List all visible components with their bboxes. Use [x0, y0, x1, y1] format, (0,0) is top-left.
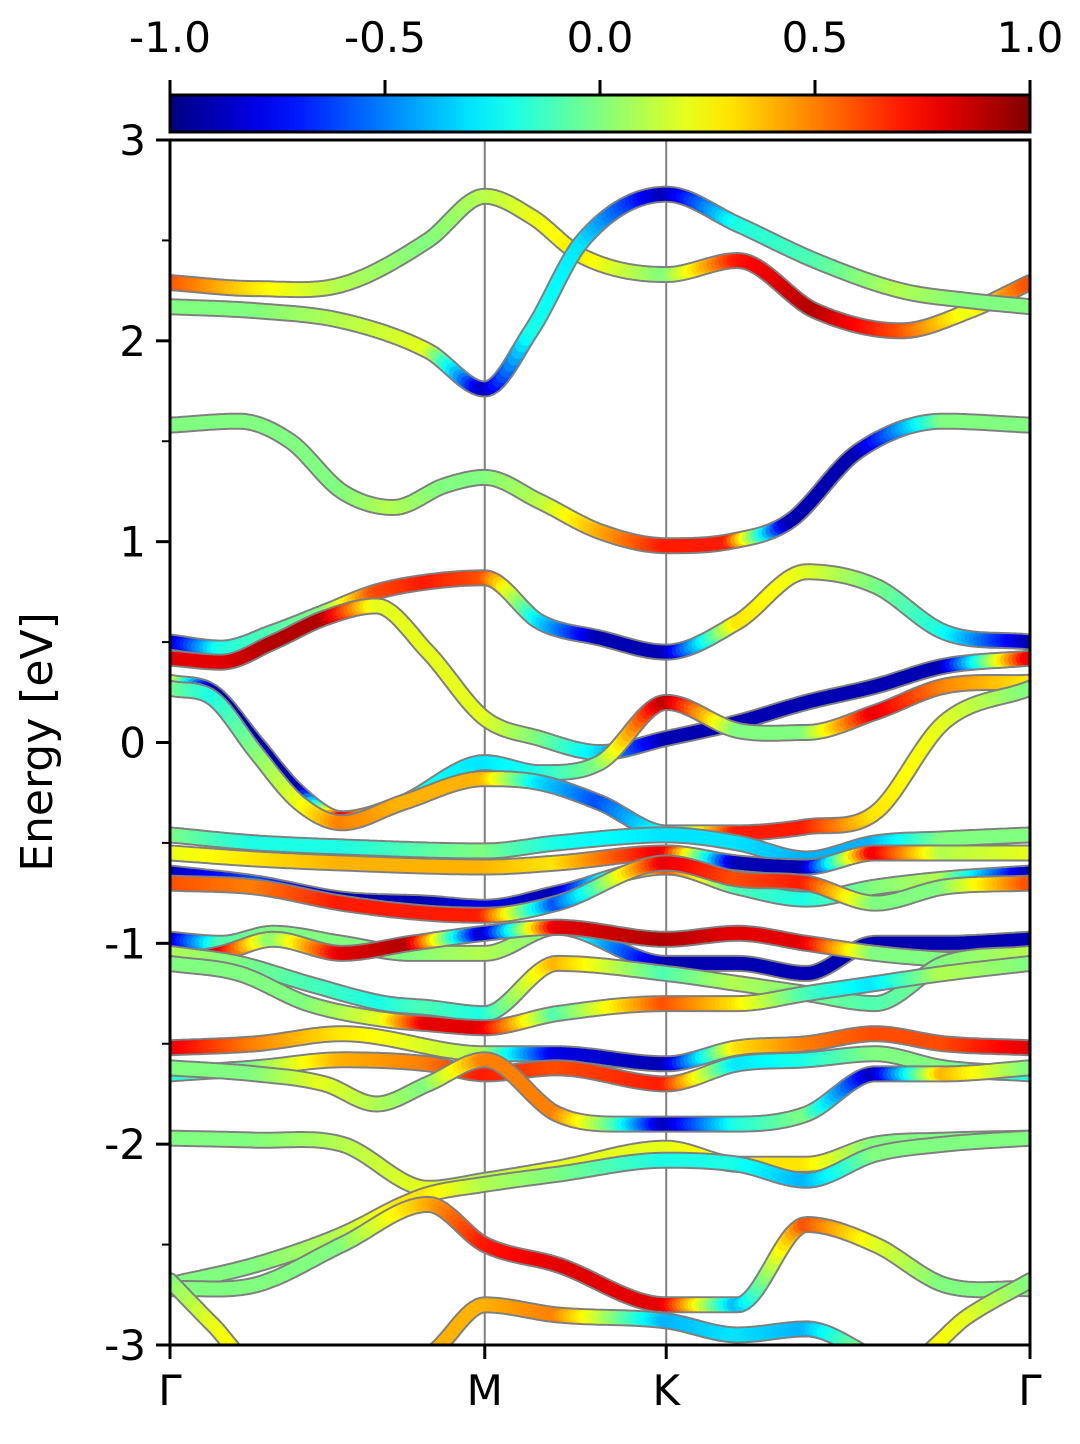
- band-segment: [389, 1367, 393, 1368]
- kpoint-label: Γ: [158, 1366, 182, 1415]
- band-segment: [436, 1346, 440, 1350]
- colorbar-tick-label: 1.0: [997, 13, 1064, 62]
- y-tick-label: -2: [104, 1120, 146, 1169]
- colorbar: -1.0 -0.5 0.0 0.5 1.0: [129, 13, 1063, 132]
- band-segment: [385, 1367, 389, 1368]
- kpoint-label: K: [652, 1366, 681, 1415]
- y-tick-label: -1: [104, 919, 146, 968]
- y-tick-label: -3: [104, 1321, 146, 1370]
- band-segment: [905, 1364, 909, 1365]
- band-segment: [878, 1360, 882, 1362]
- band-segment: [893, 1364, 897, 1365]
- colorbar-tick-label: 0.0: [567, 13, 634, 62]
- y-tick-label: 1: [119, 518, 146, 567]
- colorbar-tick-label: 0.5: [782, 13, 849, 62]
- band-segment: [237, 1353, 241, 1357]
- y-axis-label: Energy [eV]: [12, 612, 63, 872]
- band-segment: [925, 1352, 929, 1355]
- band-segment: [381, 1368, 385, 1369]
- band-segment: [424, 1355, 428, 1357]
- y-tick-label: 0: [119, 719, 146, 768]
- band-segment: [913, 1360, 917, 1362]
- y-tick-label: 3: [119, 116, 146, 165]
- band-segment: [874, 1358, 878, 1360]
- band-segment: [409, 1361, 413, 1362]
- band-segment: [889, 1364, 893, 1365]
- colorbar-tick-label: -1.0: [129, 13, 211, 62]
- band-segment: [866, 1354, 870, 1356]
- kpoint-label: Γ: [1018, 1366, 1042, 1415]
- band-segment: [412, 1360, 416, 1361]
- band-segment: [928, 1348, 932, 1351]
- band-segment: [397, 1365, 401, 1366]
- band-segment: [252, 1365, 256, 1366]
- band-segment: [432, 1350, 436, 1353]
- band-segment: [405, 1363, 409, 1364]
- band-segment: [917, 1358, 921, 1361]
- band-segment: [401, 1364, 405, 1365]
- kpoint-label: M: [467, 1366, 503, 1415]
- band-segment: [248, 1363, 252, 1365]
- band-segment: [244, 1360, 248, 1363]
- colorbar-gradient: [170, 95, 1030, 132]
- band-segment: [885, 1362, 889, 1363]
- band-segment: [870, 1356, 874, 1358]
- band-segment: [393, 1366, 397, 1367]
- band-segment: [862, 1352, 866, 1354]
- band-segment: [858, 1350, 862, 1352]
- plot-area: [170, 140, 1030, 1370]
- colorbar-tick-label: -0.5: [344, 13, 426, 62]
- band-segment: [921, 1355, 925, 1358]
- y-tick-label: 2: [119, 317, 146, 366]
- band-segment: [428, 1353, 432, 1355]
- band-segment: [854, 1347, 858, 1349]
- band-segment: [909, 1362, 913, 1364]
- band-segment: [240, 1357, 244, 1360]
- band-segment: [420, 1357, 424, 1359]
- band-segment: [882, 1361, 886, 1362]
- band-segment: [233, 1348, 237, 1353]
- band-segment: [416, 1359, 420, 1361]
